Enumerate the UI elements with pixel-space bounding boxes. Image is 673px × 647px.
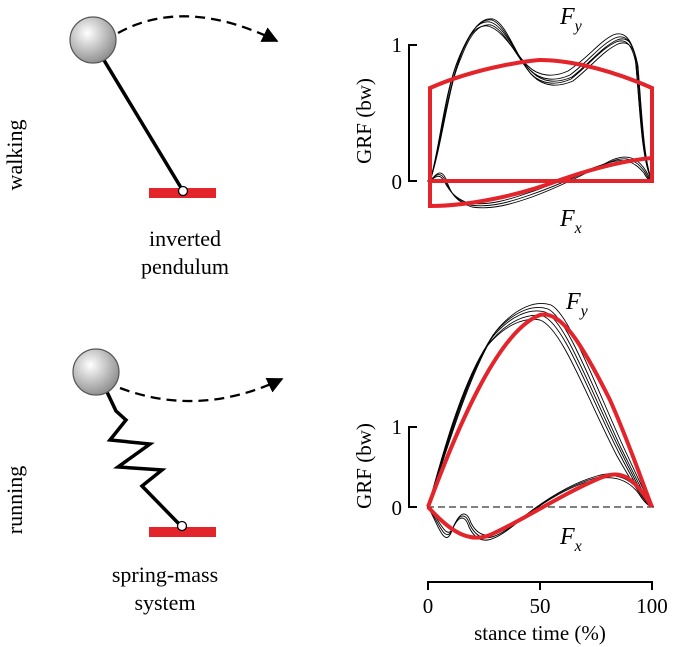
- x-axis: 0 50 100 stance time (%): [423, 581, 668, 645]
- fy-trace: [427, 318, 653, 508]
- ground-bar: [149, 527, 216, 537]
- running-grf-plot: 1 0 GRF (bw) Fy Fx: [352, 289, 654, 555]
- fx-label-sub: x: [574, 538, 582, 555]
- y-tick-label-0: 0: [392, 170, 403, 194]
- fy-trace: [429, 25, 653, 182]
- fy-label-main: F: [559, 4, 575, 30]
- walking-row: walking inverted pendulum 1 0 GRF (bw): [2, 4, 654, 279]
- y-tick-label-1: 1: [392, 415, 403, 439]
- y-axis-label: GRF (bw): [352, 423, 376, 509]
- fx-trace: [427, 473, 653, 536]
- fx-label-main: F: [559, 206, 575, 232]
- model-caption-line2: system: [134, 590, 195, 615]
- model-caption-line1: inverted: [149, 226, 221, 251]
- fy-trace: [427, 314, 653, 508]
- y-tick-label-1: 1: [392, 33, 403, 57]
- fy-label-sub: y: [573, 18, 583, 35]
- model-fy-curve: [426, 312, 654, 508]
- trajectory-arrow: [119, 377, 284, 403]
- inverted-pendulum-diagram: [69, 15, 279, 198]
- fy-label-sub: y: [579, 303, 589, 320]
- fy-trace: [429, 24, 653, 182]
- x-tick-label-0: 0: [423, 594, 434, 618]
- pivot-joint: [176, 520, 188, 532]
- fy-label-main: F: [565, 289, 581, 315]
- fy-label: Fy: [559, 4, 583, 35]
- spring-mass-diagram: [72, 348, 284, 537]
- fy-label: Fy: [565, 289, 589, 320]
- model-fx-curve: [426, 472, 654, 540]
- fx-label: Fx: [559, 524, 582, 555]
- x-tick-label-100: 100: [636, 594, 668, 618]
- fy-trace: [429, 21, 653, 182]
- x-axis-label: stance time (%): [474, 621, 606, 645]
- walking-grf-plot: 1 0 GRF (bw) Fy Fx: [352, 4, 654, 237]
- fx-label: Fx: [559, 206, 582, 237]
- model-fx-curve: [428, 155, 654, 209]
- y-tick-label-0: 0: [392, 496, 403, 520]
- fx-label-main: F: [559, 524, 575, 550]
- y-axis-label: GRF (bw): [352, 78, 376, 164]
- model-caption-line2: pendulum: [141, 254, 229, 279]
- measured-fy-traces: [429, 18, 653, 182]
- x-tick-label-50: 50: [530, 594, 551, 618]
- trajectory-arrow: [117, 15, 279, 43]
- model-fy-curve: [428, 57, 654, 183]
- point-mass: [69, 16, 117, 64]
- point-mass: [72, 348, 120, 396]
- running-row: running spring-mass system 1 0 GRF (bw): [2, 289, 668, 645]
- walking-label: walking: [2, 120, 27, 191]
- fy-trace: [427, 303, 653, 508]
- fy-trace: [427, 310, 653, 508]
- pendulum-rod: [91, 41, 185, 192]
- spring-coil: [96, 372, 182, 527]
- fy-trace: [427, 307, 653, 508]
- running-label: running: [2, 466, 27, 534]
- pivot-joint: [177, 185, 189, 197]
- fx-label-sub: x: [574, 220, 582, 237]
- model-caption-line1: spring-mass: [112, 562, 218, 587]
- fy-trace: [429, 18, 653, 182]
